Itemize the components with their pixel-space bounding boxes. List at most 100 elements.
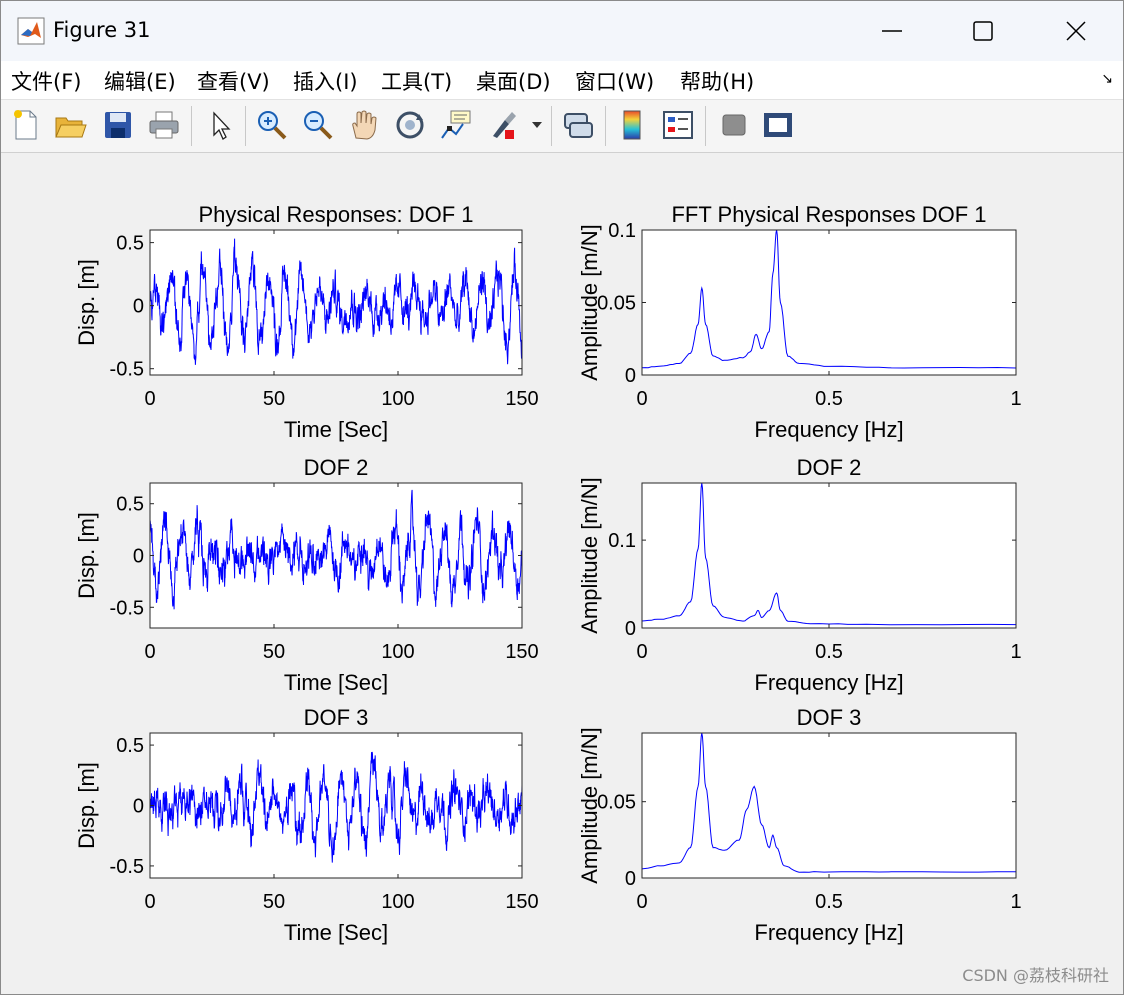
brush-icon[interactable] [487, 108, 521, 142]
data-line [641, 229, 1017, 369]
x-tick-label: 0 [144, 891, 155, 913]
minimize-button[interactable] [847, 5, 937, 57]
x-tick-label: 0 [636, 891, 647, 913]
x-tick-label: 0.5 [815, 891, 843, 913]
edit-plot-icon[interactable] [203, 108, 237, 142]
figure-canvas: 0 50 100 150 -0.5 0 0.5 Physical Responses: DOF… [1, 153, 1123, 994]
data-cursor-icon[interactable] [439, 108, 473, 142]
x-axis-label: Time [Sec] [284, 670, 388, 695]
menu-tools[interactable]: 工具(T) [381, 70, 453, 94]
hide-plot-tools-icon[interactable] [717, 108, 751, 142]
axes-background [642, 483, 1016, 628]
y-tick-label: 0.5 [116, 735, 144, 757]
open-file-icon[interactable] [53, 108, 87, 142]
x-tick-label: 50 [263, 388, 285, 410]
y-tick-label: 0.1 [608, 220, 636, 242]
axes-background [642, 230, 1016, 375]
brush-dropdown-icon[interactable] [529, 108, 545, 142]
x-tick-label: 0.5 [815, 641, 843, 663]
axes-frame [149, 229, 523, 376]
y-tick-label: 0.5 [116, 494, 144, 516]
axes-background [642, 733, 1016, 878]
maximize-button[interactable] [938, 5, 1028, 57]
maximize-icon [973, 21, 993, 41]
x-tick-label: 100 [381, 388, 414, 410]
zoom-in-icon[interactable] [255, 108, 289, 142]
y-tick-label: 0.05 [597, 293, 636, 315]
x-tick-label: 0 [144, 641, 155, 663]
menu-window[interactable]: 窗口(W) [575, 70, 655, 94]
dock-arrow-icon[interactable]: ↘ [1101, 71, 1113, 87]
y-tick-label: 0 [133, 796, 144, 818]
toolbar-separator [245, 106, 246, 146]
subplot-4: 0 0.5 1 0 0.1 DOF 2 Frequency [Hz] Amplitude [m… [577, 455, 1022, 695]
link-plot-icon[interactable] [561, 108, 595, 142]
toolbar-separator [551, 106, 552, 146]
x-tick-label: 150 [505, 388, 538, 410]
window-title: Figure 31 [53, 18, 151, 42]
y-tick-label: 0.1 [608, 530, 636, 552]
subplot-title: DOF 3 [797, 705, 862, 730]
menu-file[interactable]: 文件(F) [11, 70, 82, 94]
menu-insert[interactable]: 插入(I) [293, 70, 358, 94]
y-axis-label: Disp. [m] [74, 259, 99, 346]
menu-edit[interactable]: 编辑(E) [104, 70, 176, 94]
legend-icon[interactable] [661, 108, 695, 142]
rotate-3d-icon[interactable] [393, 108, 427, 142]
close-button[interactable] [1031, 5, 1121, 57]
x-tick-label: 1 [1010, 641, 1021, 663]
subplot-title: DOF 3 [304, 705, 369, 730]
axes-background [150, 483, 522, 628]
y-axis-label: Disp. [m] [74, 512, 99, 599]
save-icon[interactable] [101, 108, 135, 142]
data-line [149, 238, 523, 365]
x-axis-label: Frequency [Hz] [754, 670, 903, 695]
subplot-2: 0 0.5 1 0 0.05 0.1 FFT Physical Responses DOF … [577, 202, 1022, 442]
x-axis-label: Time [Sec] [284, 920, 388, 945]
subplot-title: FFT Physical Responses DOF 1 [671, 202, 986, 227]
title-bar: Figure 31 [1, 1, 1123, 61]
y-tick-label: -0.5 [110, 359, 144, 381]
figure-toolbar [1, 100, 1123, 153]
print-icon[interactable] [147, 108, 181, 142]
pan-icon[interactable] [347, 108, 381, 142]
x-tick-label: 150 [505, 641, 538, 663]
x-axis-label: Time [Sec] [284, 417, 388, 442]
x-tick-label: 150 [505, 891, 538, 913]
y-tick-label: 0 [133, 296, 144, 318]
close-icon [1066, 21, 1086, 41]
y-tick-label: 0 [625, 365, 636, 387]
x-tick-label: 1 [1010, 891, 1021, 913]
toolbar-separator [705, 106, 706, 146]
menu-view[interactable]: 查看(V) [197, 70, 270, 94]
colorbar-icon[interactable] [615, 108, 649, 142]
y-axis-label: Amplitude [m/N] [577, 477, 602, 634]
data-line [641, 483, 1017, 626]
x-tick-label: 50 [263, 891, 285, 913]
x-axis-label: Frequency [Hz] [754, 920, 903, 945]
data-line [641, 732, 1017, 873]
x-tick-label: 0 [636, 641, 647, 663]
y-tick-label: 0.5 [116, 233, 144, 255]
menu-help[interactable]: 帮助(H) [680, 70, 755, 94]
x-tick-label: 100 [381, 641, 414, 663]
subplot-6: 0 0.5 1 0 0.05 DOF 3 Frequency [Hz] Amplitude [… [577, 705, 1022, 945]
x-tick-label: 0 [144, 388, 155, 410]
x-tick-label: 0.5 [815, 388, 843, 410]
matlab-icon [17, 17, 45, 45]
show-plot-tools-icon[interactable] [761, 108, 795, 142]
y-tick-label: 0 [133, 546, 144, 568]
x-tick-label: 1 [1010, 388, 1021, 410]
zoom-out-icon[interactable] [301, 108, 335, 142]
menu-desktop[interactable]: 桌面(D) [476, 70, 551, 94]
toolbar-separator [605, 106, 606, 146]
y-tick-label: 0.05 [597, 792, 636, 814]
x-tick-label: 50 [263, 641, 285, 663]
x-tick-label: 0 [636, 388, 647, 410]
new-figure-icon[interactable] [9, 108, 43, 142]
y-tick-label: -0.5 [110, 856, 144, 878]
